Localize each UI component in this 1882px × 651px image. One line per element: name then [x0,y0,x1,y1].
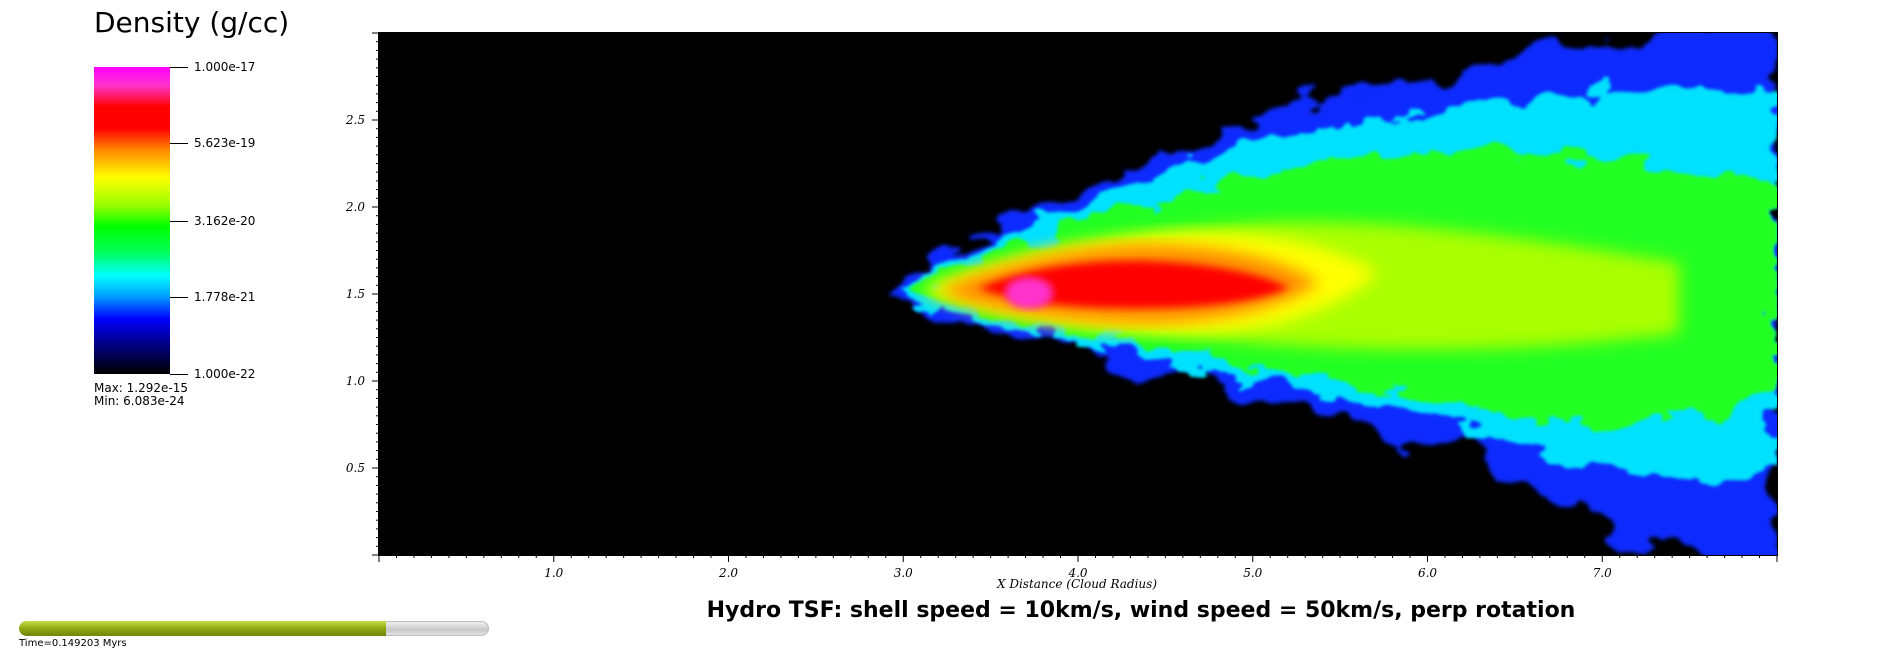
x-tick-label: 3.0 [894,566,913,580]
y-axis: 0.5 1.0 1.5 2.0 2.5 [345,32,379,556]
density-plot-area [378,23,1778,565]
density-field [379,23,1777,565]
x-axis: 1.0 2.0 3.0 4.0 5.0 6.0 7.0 [378,555,1778,580]
colorbar-tick [170,374,188,375]
x-tick-label: 4.0 [1067,566,1087,580]
y-tick-label: 1.5 [346,287,365,301]
x-tick-label: 5.0 [1243,566,1262,580]
colorbar-tick [170,143,188,144]
colorbar-tick-label: 1.000e-22 [194,367,256,381]
x-tick-label: 1.0 [544,566,563,580]
colorbar-tick [170,221,188,222]
y-tick-label: 1.0 [346,374,365,388]
colorbar-title: Density (g/cc) [94,6,290,39]
max-value-label: Max: 1.292e-15 [94,381,189,395]
time-progress-fill [19,621,386,636]
y-tick-label: 2.0 [345,200,365,214]
y-tick-label: 0.5 [346,461,365,475]
colorbar-tick-label: 5.623e-19 [194,136,256,150]
min-value-label: Min: 6.083e-24 [94,394,185,408]
colorbar-tick-label: 1.778e-21 [194,290,256,304]
x-axis-title: X Distance (Cloud Radius) [996,577,1157,591]
colorbar-tick [170,67,188,68]
colorbar-tick [170,297,188,298]
density-peak-magenta [1005,277,1053,309]
plot-title: Hydro TSF: shell speed = 10km/s, wind sp… [706,598,1576,623]
time-progress-bar [19,621,489,636]
colorbar-tick-label: 3.162e-20 [194,214,256,228]
y-tick-label: 2.5 [345,113,365,127]
time-label: Time=0.149203 Myrs [19,638,127,649]
x-tick-label: 6.0 [1418,566,1437,580]
density-contour-red [979,261,1289,308]
colorbar [94,67,170,374]
x-tick-label: 7.0 [1593,566,1612,580]
x-tick-label: 2.0 [718,566,738,580]
colorbar-tick-label: 1.000e-17 [194,60,256,74]
